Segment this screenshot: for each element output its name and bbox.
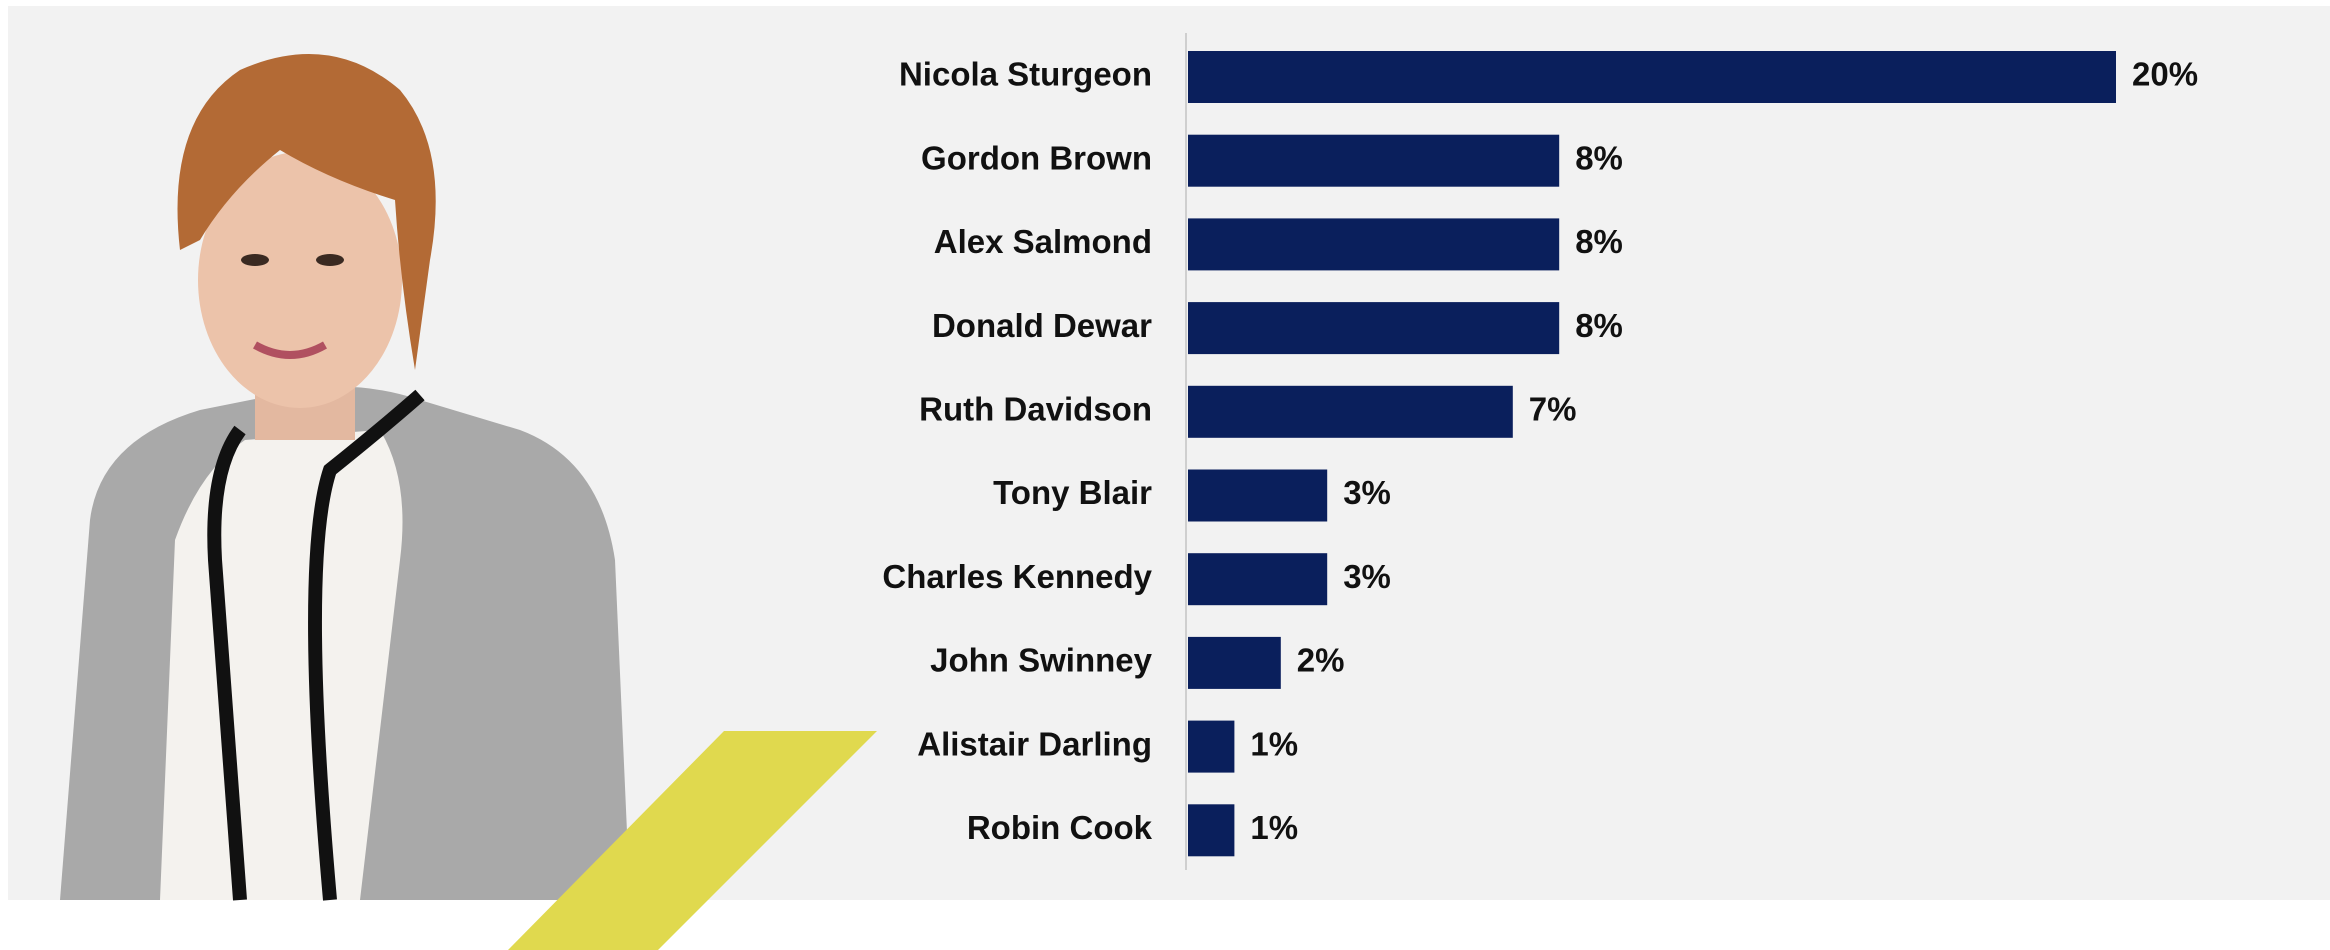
value-label: 20% <box>2132 56 2198 93</box>
category-label: Donald Dewar <box>932 307 1152 344</box>
category-label: Robin Cook <box>967 809 1153 846</box>
bar <box>1188 804 1235 857</box>
category-label: Alex Salmond <box>934 223 1152 260</box>
bar <box>1188 51 2116 103</box>
bar <box>1188 302 1560 355</box>
bar <box>1188 218 1560 271</box>
value-label: 2% <box>1297 642 1345 679</box>
category-label: Alistair Darling <box>917 725 1152 762</box>
category-label: Nicola Sturgeon <box>899 56 1152 93</box>
value-label: 7% <box>1529 391 1577 428</box>
bar <box>1188 720 1235 773</box>
bar <box>1188 636 1281 689</box>
value-label: 3% <box>1343 558 1391 595</box>
value-label: 1% <box>1250 809 1298 846</box>
category-label: Tony Blair <box>993 474 1152 511</box>
value-label: 1% <box>1250 725 1298 762</box>
category-label: Ruth Davidson <box>919 391 1152 428</box>
value-label: 3% <box>1343 474 1391 511</box>
category-label: Gordon Brown <box>921 139 1152 176</box>
bar <box>1188 385 1513 438</box>
decorative-stripe <box>508 731 877 950</box>
value-label: 8% <box>1575 139 1623 176</box>
category-label: John Swinney <box>930 642 1153 679</box>
value-label: 8% <box>1575 307 1623 344</box>
bar <box>1188 553 1328 606</box>
portrait <box>60 54 630 901</box>
bar <box>1188 134 1560 187</box>
bar <box>1188 469 1328 522</box>
value-label: 8% <box>1575 223 1623 260</box>
category-label: Charles Kennedy <box>882 558 1152 595</box>
